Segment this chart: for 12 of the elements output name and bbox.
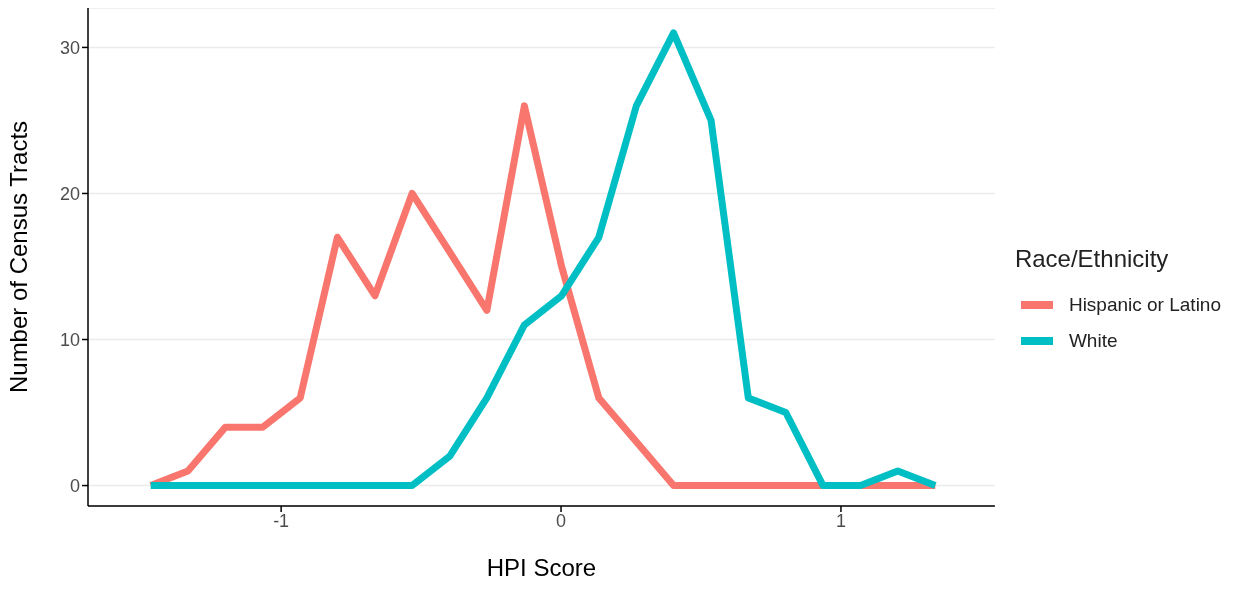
y-tick-label: 10 (59, 329, 80, 350)
x-axis-title: HPI Score (486, 554, 597, 581)
legend-title: Race/Ethnicity (1014, 245, 1170, 273)
x-tick-label: 1 (835, 510, 846, 531)
y-tick-label: 20 (59, 183, 80, 204)
y-tick-label: 0 (69, 475, 80, 496)
y-tick-label: 30 (59, 37, 80, 58)
x-tick-label: -1 (273, 510, 290, 531)
legend-label: Hispanic or Latino (1068, 294, 1221, 316)
y-axis-title: Number of Census Tracts (4, 120, 32, 394)
legend-label: White (1068, 330, 1118, 352)
x-tick-label: 0 (556, 510, 567, 531)
